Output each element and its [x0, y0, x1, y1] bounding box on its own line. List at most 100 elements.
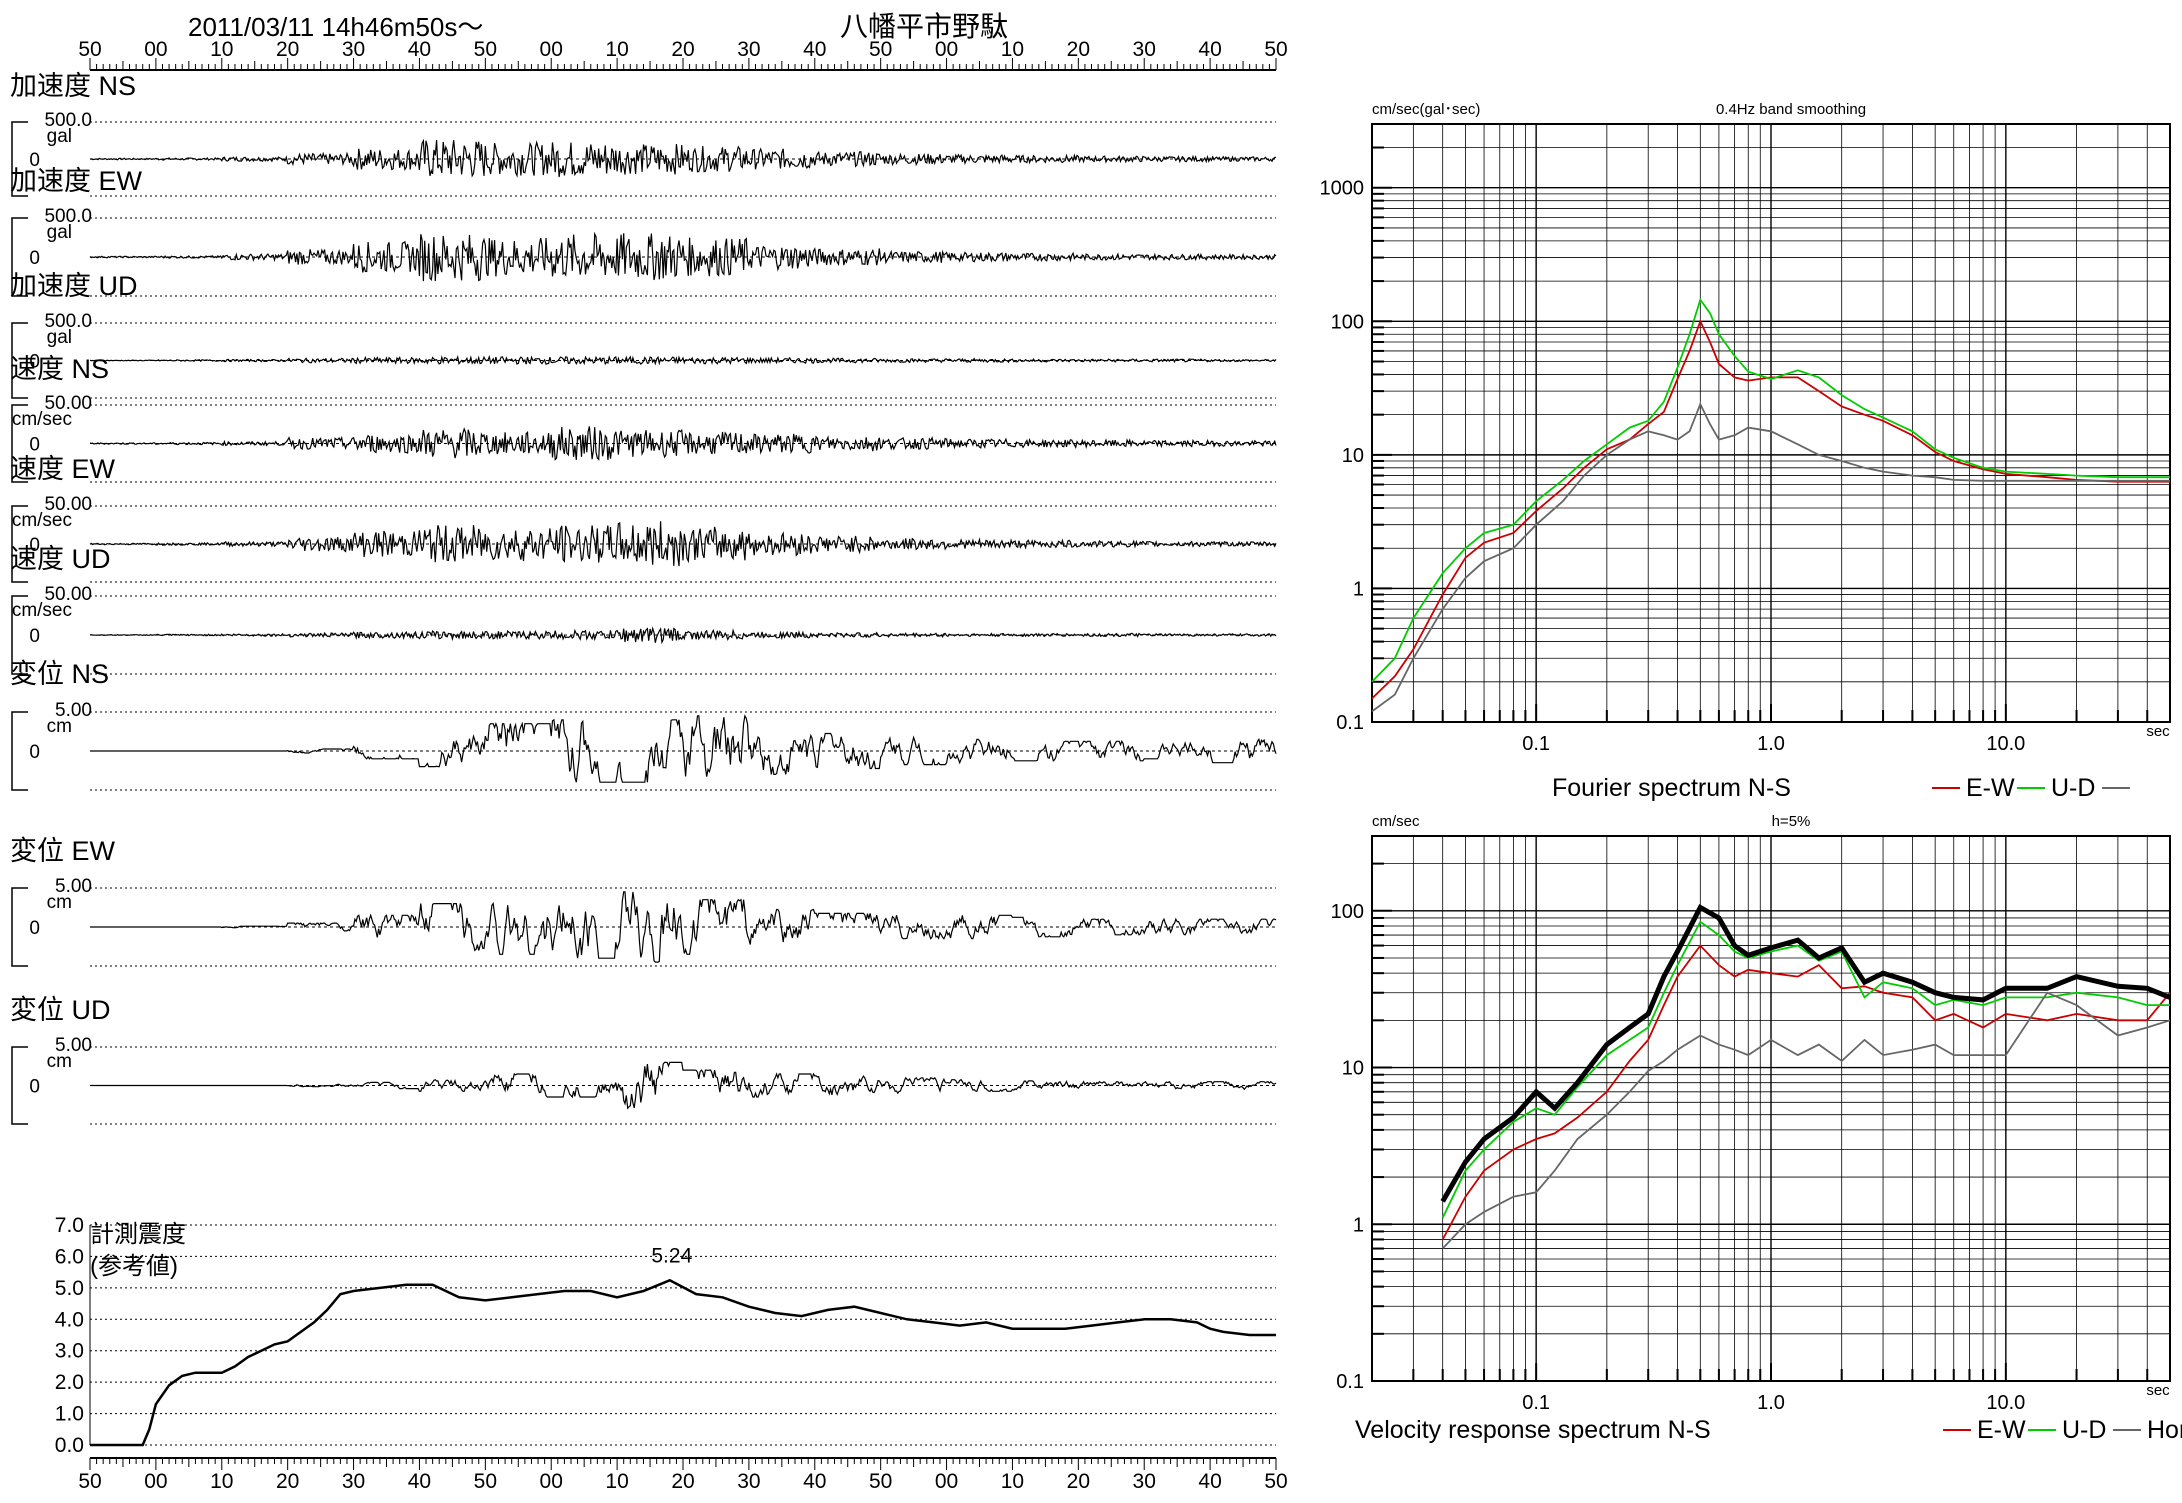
- time-tick-label: 30: [1133, 38, 1156, 61]
- waveform-zero-label: 0: [29, 626, 40, 647]
- legend-label: U-D: [2062, 1416, 2106, 1444]
- x-axis-unit: sec: [2146, 723, 2170, 740]
- y-tick-label: 100: [1331, 311, 1364, 333]
- time-axis-top: 50 00 10 20 30 40 50 00 10 20 30 40 50 00 10 20 30 40 50: [78, 38, 1288, 71]
- x-axis-unit: sec: [2146, 1382, 2170, 1399]
- time-tick-label: 10: [605, 1470, 628, 1493]
- time-tick-label: 50: [78, 1470, 101, 1493]
- station-name: 八幡平市野駄: [840, 11, 1008, 42]
- waveform-trace: [89, 626, 1277, 645]
- intensity-peak-label: 5.24: [651, 1244, 692, 1267]
- waveform-title: 変位 EW: [10, 836, 116, 866]
- time-tick-label: 50: [474, 1470, 497, 1493]
- intensity-y-tick-label: 3.0: [55, 1340, 84, 1363]
- x-tick-label: 10.0: [1986, 1392, 2025, 1414]
- time-tick-label: 20: [1067, 1470, 1090, 1493]
- x-tick-label: 0.1: [1522, 733, 1550, 755]
- intensity-y-tick-label: 0.0: [55, 1434, 84, 1457]
- intensity-y-tick-label: 4.0: [55, 1308, 84, 1331]
- waveform-unit: cm/sec: [12, 600, 72, 621]
- waveform-title: 速度 UD: [10, 544, 111, 574]
- waveform-scale-bracket: [11, 217, 28, 297]
- waveform-max-label: 50.00: [44, 494, 92, 515]
- time-tick-label: 40: [408, 1470, 431, 1493]
- waveform-scale-bracket: [11, 505, 28, 583]
- time-tick-label: 40: [803, 38, 826, 61]
- series-line-n-s: [1371, 318, 2170, 700]
- y-tick-label: 10: [1342, 445, 1364, 467]
- legend-label: Horizon: [2147, 1416, 2182, 1444]
- plot-frame: [1371, 123, 2171, 723]
- legend-text: Velocity response spectrum N-S: [1355, 1416, 1711, 1444]
- waveform-scale-bracket: [11, 711, 28, 791]
- series-line-e-w: [1441, 920, 2170, 1219]
- y-axis-unit: cm/sec(gal･sec): [1372, 101, 1480, 118]
- series-line-n-s: [1441, 944, 2171, 1240]
- waveform-zero-label: 0: [29, 918, 40, 939]
- series-line-horizon: [1440, 904, 2171, 1203]
- time-tick-label: 00: [144, 38, 167, 61]
- intensity-y-tick-label: 2.0: [55, 1371, 84, 1394]
- time-tick-label: 00: [935, 1470, 958, 1493]
- waveform-scale-bracket: [11, 887, 28, 967]
- waveform-zero-label: 0: [29, 150, 40, 171]
- time-tick-label: 50: [869, 38, 892, 61]
- time-tick-label: 00: [935, 38, 958, 61]
- time-tick-label: 20: [276, 1470, 299, 1493]
- legend-text: Fourier spectrum N-S: [1552, 774, 1791, 802]
- time-tick-label: 10: [210, 38, 233, 61]
- chart-title: h=5%: [1772, 813, 1811, 830]
- waveform-trace: [89, 231, 1277, 282]
- y-tick-label: 0.1: [1336, 712, 1364, 734]
- time-tick-label: 00: [144, 1470, 167, 1493]
- waveform-unit: cm/sec: [12, 510, 72, 531]
- time-tick-label: 20: [671, 38, 694, 61]
- waveform-zero-label: 0: [29, 742, 40, 763]
- x-tick-label: 1.0: [1757, 1392, 1785, 1414]
- waveform-max-label: 5.00: [55, 1035, 92, 1056]
- waveform-trace: [89, 426, 1277, 461]
- waveform-trace: [89, 354, 1277, 366]
- waveform-max-label: 5.00: [55, 700, 92, 721]
- time-tick-label: 30: [342, 1470, 365, 1493]
- waveform-zero-label: 0: [29, 352, 40, 373]
- y-tick-label: 100: [1331, 901, 1364, 923]
- waveform-scale-bracket: [11, 404, 28, 483]
- time-tick-label: 30: [1133, 1470, 1156, 1493]
- waveform-title: 加速度 UD: [10, 271, 138, 301]
- time-tick-label: 10: [1001, 38, 1024, 61]
- x-tick-label: 1.0: [1757, 733, 1785, 755]
- time-tick-label: 00: [540, 38, 563, 61]
- legend-label: E-W: [1977, 1416, 2026, 1444]
- waveform-title: 加速度 EW: [10, 166, 143, 196]
- chart-legend: Velocity response spectrum N-S E-W U-D Hori…: [1355, 1416, 2182, 1444]
- time-tick-label: 40: [1198, 38, 1221, 61]
- legend-label: U-D: [2051, 774, 2095, 802]
- waveform-unit: gal: [47, 222, 72, 243]
- time-tick-label: 40: [408, 38, 431, 61]
- time-tick-label: 20: [1067, 38, 1090, 61]
- time-tick-label: 10: [1001, 1470, 1024, 1493]
- series-line-e-w: [1371, 297, 2170, 683]
- waveform-max-label: 50.00: [44, 584, 92, 605]
- waveform-zero-label: 0: [29, 535, 40, 556]
- waveform-trace: [90, 714, 1277, 783]
- intensity-title: 計測震度: [90, 1221, 186, 1248]
- intensity-y-tick-label: 7.0: [55, 1214, 84, 1237]
- waveform-title: 変位 NS: [10, 659, 109, 689]
- waveform-title: 速度 NS: [10, 354, 109, 384]
- time-tick-label: 20: [276, 38, 299, 61]
- waveform-max-label: 500.0: [44, 110, 92, 131]
- y-axis-unit: cm/sec: [1372, 813, 1420, 830]
- time-tick-label: 50: [78, 38, 101, 61]
- waveform-trace: [90, 891, 1277, 963]
- waveform-scale-bracket: [11, 595, 28, 675]
- waveform-max-label: 5.00: [55, 876, 92, 897]
